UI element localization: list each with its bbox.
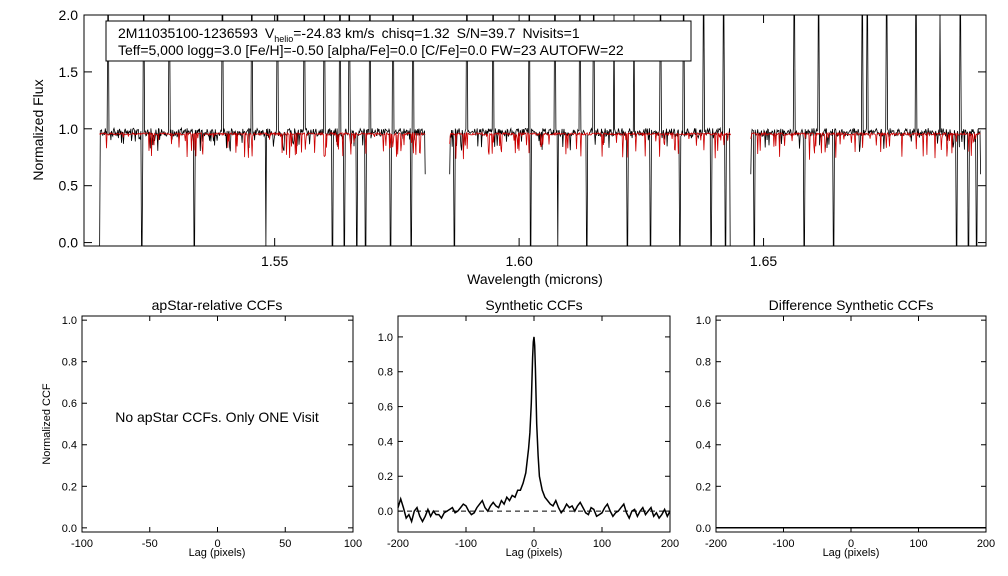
header-vhelio-value: =-24.83 km/s: [293, 25, 374, 41]
apstar-ccf-y-tick-label: 0.4: [62, 440, 77, 452]
spectrum-panel: 1.55 1.60 1.65 0.0 0.5 1.0 1.5 2.0 2M11035100-…: [30, 7, 987, 287]
difference-ccf-title: Difference Synthetic CCFs: [769, 297, 934, 313]
spectrum-x-tick-label: 1.55: [261, 253, 288, 269]
header-sn: S/N=39.7: [457, 25, 516, 41]
synthetic-ccf-plot-area: [397, 336, 671, 524]
synthetic-ccf-x-tick-label: -100: [455, 538, 477, 550]
header-chisq: chisq=1.32: [382, 25, 450, 41]
apstar-ccf-x-tick-label: 50: [279, 538, 291, 550]
spectrum-x-tick-label: 1.65: [750, 253, 777, 269]
spectrum-y-ticks: 0.0 0.5 1.0 1.5 2.0: [59, 7, 986, 251]
synthetic-ccf-x-tick-label: 200: [661, 538, 679, 550]
observed-spectrum-line: [99, 15, 426, 246]
spectrum-y-axis-label: Normalized Flux: [30, 79, 46, 180]
difference-ccf-y-tick-label: 0.6: [696, 398, 711, 410]
apstar-ccf-x-tick-label: 0: [214, 538, 220, 550]
synthetic-ccf-x-tick-label: -200: [387, 538, 409, 550]
difference-ccf-y-tick-label: 0.8: [696, 357, 711, 369]
synthetic-ccf-y-ticks: 0.0 0.2 0.4 0.6 0.8 1.0: [378, 332, 670, 518]
synthetic-ccf-title: Synthetic CCFs: [485, 297, 582, 313]
model-spectrum-line: [750, 131, 981, 160]
spectrum-y-tick-label: 2.0: [59, 7, 79, 23]
apstar-ccf-y-axis-label: Normalized CCF: [41, 383, 53, 465]
difference-ccf-x-tick-label: 0: [848, 538, 854, 550]
difference-ccf-x-tick-label: -200: [705, 538, 727, 550]
synthetic-ccf-x-tick-label: 100: [593, 538, 611, 550]
synthetic-ccf-x-axis-label: Lag (pixels): [506, 547, 563, 559]
spectrum-plot-area: [99, 15, 981, 246]
difference-ccf-y-tick-label: 0.0: [696, 523, 711, 535]
difference-ccf-x-ticks: -200 -100 0 100 200: [705, 316, 995, 550]
spectrum-axes-frame: [83, 14, 987, 247]
model-spectrum-line: [99, 131, 426, 159]
spectrum-y-tick-label: 1.5: [59, 64, 79, 80]
spectrum-header-line1: 2M11035100-1236593 Vhelio=-24.83 km/s chis…: [118, 25, 580, 44]
synthetic-ccf-y-tick-label: 0.0: [378, 506, 393, 518]
header-vhelio-symbol: V: [265, 25, 275, 41]
spectrum-header-line2: Teff=5,000 logg=3.0 [Fe/H]=-0.50 [alpha/…: [118, 42, 624, 58]
synthetic-ccf-x-ticks: -200 -100 0 100 200: [387, 316, 679, 550]
apstar-ccf-note: No apStar CCFs. Only ONE Visit: [115, 409, 319, 425]
synthetic-ccf-axes-frame: [397, 315, 671, 533]
apstar-ccf-y-tick-label: 0.2: [62, 481, 77, 493]
header-nvisits: Nvisits=1: [522, 25, 579, 41]
synthetic-ccf-panel: Synthetic CCFs -200 -100 0 100 200 0.0 0.2 0.4…: [378, 297, 679, 559]
header-star-id: 2M11035100-1236593: [118, 25, 258, 41]
apstar-ccf-y-tick-label: 0.8: [62, 357, 77, 369]
apstar-ccf-x-axis-label: Lag (pixels): [189, 547, 246, 559]
synthetic-ccf-y-tick-label: 0.6: [378, 402, 393, 414]
apstar-ccf-panel: apStar-relative CCFs -100 -50 0 50 100 0.00.…: [41, 297, 362, 559]
apstar-ccf-x-tick-label: -100: [71, 538, 93, 550]
difference-ccf-y-ticks: 0.0 0.2 0.4 0.6 0.8 1.0: [696, 315, 986, 535]
apstar-ccf-x-tick-label: 100: [344, 538, 362, 550]
observed-spectrum-line: [449, 15, 731, 246]
difference-ccf-y-tick-label: 0.4: [696, 440, 711, 452]
spectrum-y-tick-label: 0.0: [59, 235, 79, 251]
apstar-ccf-x-ticks: -100 -50 0 50 100: [71, 316, 362, 550]
difference-ccf-x-tick-label: 200: [977, 538, 995, 550]
spectrum-x-tick-label: 1.60: [505, 253, 532, 269]
spectrum-x-axis-label: Wavelength (microns): [467, 271, 603, 287]
difference-ccf-y-tick-label: 0.2: [696, 481, 711, 493]
synthetic-ccf-y-tick-label: 0.8: [378, 367, 393, 379]
synthetic-ccf-y-tick-label: 0.4: [378, 436, 393, 448]
apstar-ccf-y-tick-label: 0.6: [62, 398, 77, 410]
spectrum-y-tick-label: 1.0: [59, 121, 79, 137]
difference-ccf-axes-frame: [715, 315, 987, 533]
synthetic-ccf-y-tick-label: 0.2: [378, 471, 393, 483]
difference-ccf-x-tick-label: 100: [909, 538, 927, 550]
observed-spectrum-line: [750, 15, 981, 246]
difference-ccf-x-axis-label: Lag (pixels): [823, 547, 880, 559]
spectrum-header-box: [105, 20, 692, 62]
synthetic-ccf-x-tick-label: 0: [531, 538, 537, 550]
difference-ccf-panel: Difference Synthetic CCFs -200 -100 0 100 20…: [696, 297, 995, 559]
difference-ccf-x-tick-label: -100: [772, 538, 794, 550]
synthetic-ccf-y-tick-label: 1.0: [378, 332, 393, 344]
model-spectrum-line: [449, 131, 731, 160]
apstar-ccf-x-tick-label: -50: [142, 538, 158, 550]
apstar-ccf-y-tick-label: 1.0: [62, 315, 77, 327]
apstar-ccf-y-ticks: 0.0 0.2 0.4 0.6 0.8 1.0: [62, 315, 353, 535]
spectrum-y-tick-label: 0.5: [59, 178, 79, 194]
difference-ccf-y-tick-label: 1.0: [696, 315, 711, 327]
header-vhelio-subscript: helio: [274, 34, 293, 44]
apstar-ccf-title: apStar-relative CCFs: [152, 297, 283, 313]
synthetic-ccf-line: [397, 336, 671, 524]
apstar-ccf-y-tick-label: 0.0: [62, 523, 77, 535]
